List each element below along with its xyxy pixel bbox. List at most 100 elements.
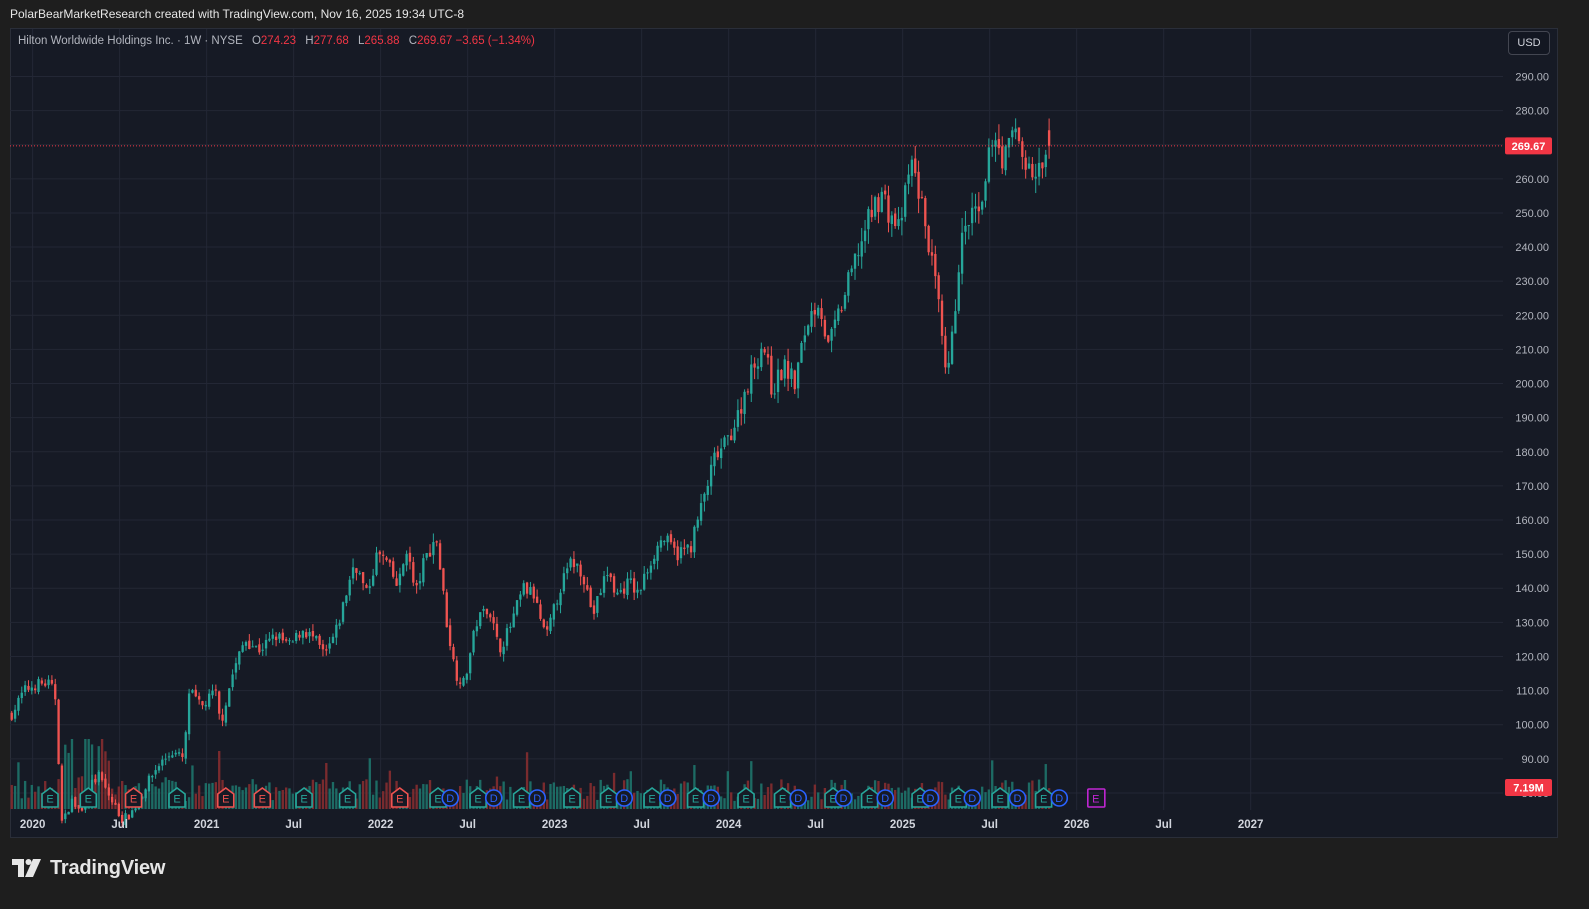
candle-body[interactable] [54, 684, 57, 700]
candle-body[interactable] [445, 592, 448, 628]
candle-body[interactable] [676, 546, 679, 561]
candle-body[interactable] [632, 578, 636, 593]
candle-body[interactable] [820, 308, 823, 320]
candle-body[interactable] [776, 369, 780, 393]
candle-body[interactable] [780, 369, 783, 381]
candle-body[interactable] [914, 158, 917, 174]
candle-body[interactable] [967, 225, 970, 227]
candle-body[interactable] [284, 639, 288, 641]
candle-body[interactable] [228, 688, 231, 707]
candle-body[interactable] [582, 576, 586, 585]
candle-body[interactable] [147, 775, 151, 792]
candle-body[interactable] [589, 587, 592, 608]
candle-body[interactable] [502, 646, 505, 655]
candle-body[interactable] [529, 587, 532, 595]
candle-body[interactable] [740, 409, 743, 414]
candle-body[interactable] [201, 701, 204, 706]
candle-body[interactable] [234, 663, 238, 673]
candle-body[interactable] [716, 451, 719, 458]
candle-body[interactable] [90, 779, 94, 793]
candle-body[interactable] [736, 410, 740, 427]
earnings-marker[interactable]: E [390, 787, 409, 808]
candle-body[interactable] [311, 631, 315, 637]
candle-body[interactable] [20, 692, 23, 699]
earnings-marker[interactable]: E [41, 787, 59, 808]
candle-body[interactable] [345, 595, 348, 604]
earnings-marker[interactable]: E [295, 787, 313, 808]
candle-body[interactable] [669, 534, 673, 543]
earnings-marker[interactable]: E [216, 787, 235, 808]
candle-body[interactable] [191, 690, 194, 693]
dividend-marker[interactable]: D [441, 789, 460, 807]
candle-body[interactable] [318, 635, 321, 645]
candle-body[interactable] [683, 547, 686, 549]
candle-body[interactable] [432, 542, 435, 556]
candle-body[interactable] [709, 464, 713, 487]
candle-body[interactable] [622, 588, 626, 594]
candle-body[interactable] [706, 485, 709, 495]
candle-body[interactable] [1024, 157, 1027, 170]
candle-body[interactable] [880, 191, 883, 212]
candle-body[interactable] [258, 644, 261, 653]
candle-body[interactable] [495, 623, 499, 637]
currency-button[interactable]: USD [1508, 31, 1550, 55]
candle-body[interactable] [174, 752, 177, 755]
candle-body[interactable] [519, 594, 522, 600]
candle-body[interactable] [368, 586, 371, 588]
candle-body[interactable] [927, 225, 930, 253]
earnings-marker[interactable]: E [991, 786, 1009, 808]
candle-body[interactable] [576, 563, 579, 566]
candle-body[interactable] [458, 682, 462, 684]
candle-body[interactable] [469, 653, 472, 674]
candle-body[interactable] [689, 546, 693, 553]
dividend-marker[interactable]: D [484, 789, 503, 807]
event-markers[interactable]: E E E E E E E E E E E E E E E E E E E E E E E E ED D D D D D D D D D D D D [41, 786, 1106, 808]
candle-body[interactable] [686, 544, 689, 548]
candle-body[interactable] [964, 225, 967, 232]
candle-body[interactable] [719, 448, 723, 459]
candle-body[interactable] [873, 197, 877, 217]
candle-body[interactable] [1047, 130, 1051, 146]
candle-body[interactable] [325, 649, 328, 651]
candle-body[interactable] [1021, 141, 1024, 157]
candle-body[interactable] [80, 807, 84, 811]
candle-body[interactable] [348, 579, 351, 596]
candle-body[interactable] [315, 635, 318, 639]
candle-body[interactable] [261, 649, 264, 651]
candle-body[interactable] [482, 609, 485, 611]
candle-body[interactable] [937, 275, 940, 300]
candle-body[interactable] [64, 813, 67, 820]
candle-body[interactable] [442, 568, 445, 591]
candle-body[interactable] [37, 679, 40, 692]
candle-body[interactable] [251, 646, 254, 648]
candle-body[interactable] [13, 709, 17, 719]
dividend-marker[interactable]: D [876, 789, 895, 807]
candle-body[interactable] [70, 798, 74, 812]
candle-body[interactable] [960, 232, 964, 274]
candle-body[interactable] [512, 613, 515, 628]
candle-body[interactable] [883, 190, 887, 195]
candle-body[interactable] [696, 519, 699, 528]
candle-body[interactable] [465, 673, 469, 680]
candle-body[interactable] [499, 638, 502, 653]
candle-body[interactable] [204, 704, 207, 707]
candle-body[interactable] [693, 526, 696, 553]
candle-body[interactable] [405, 553, 408, 566]
candle-body[interactable] [44, 683, 47, 686]
candle-body[interactable] [813, 309, 817, 315]
candle-body[interactable] [786, 360, 790, 379]
candle-body[interactable] [659, 540, 663, 548]
candle-body[interactable] [395, 578, 398, 586]
candle-body[interactable] [1014, 128, 1017, 133]
candle-body[interactable] [120, 814, 124, 824]
candle-body[interactable] [338, 623, 341, 626]
candle-body[interactable] [197, 696, 201, 700]
candle-body[interactable] [479, 612, 482, 627]
time-axis[interactable]: 2020 Jul 2021 Jul 2022 Jul 2023 Jul 2024 Jul 2025 J… [20, 819, 1264, 831]
candle-body[interactable] [616, 592, 619, 595]
dividend-marker[interactable]: D [963, 789, 982, 807]
candle-body[interactable] [773, 393, 776, 395]
candle-body[interactable] [1011, 130, 1014, 138]
candle-body[interactable] [110, 796, 114, 803]
candle-body[interactable] [673, 541, 676, 548]
